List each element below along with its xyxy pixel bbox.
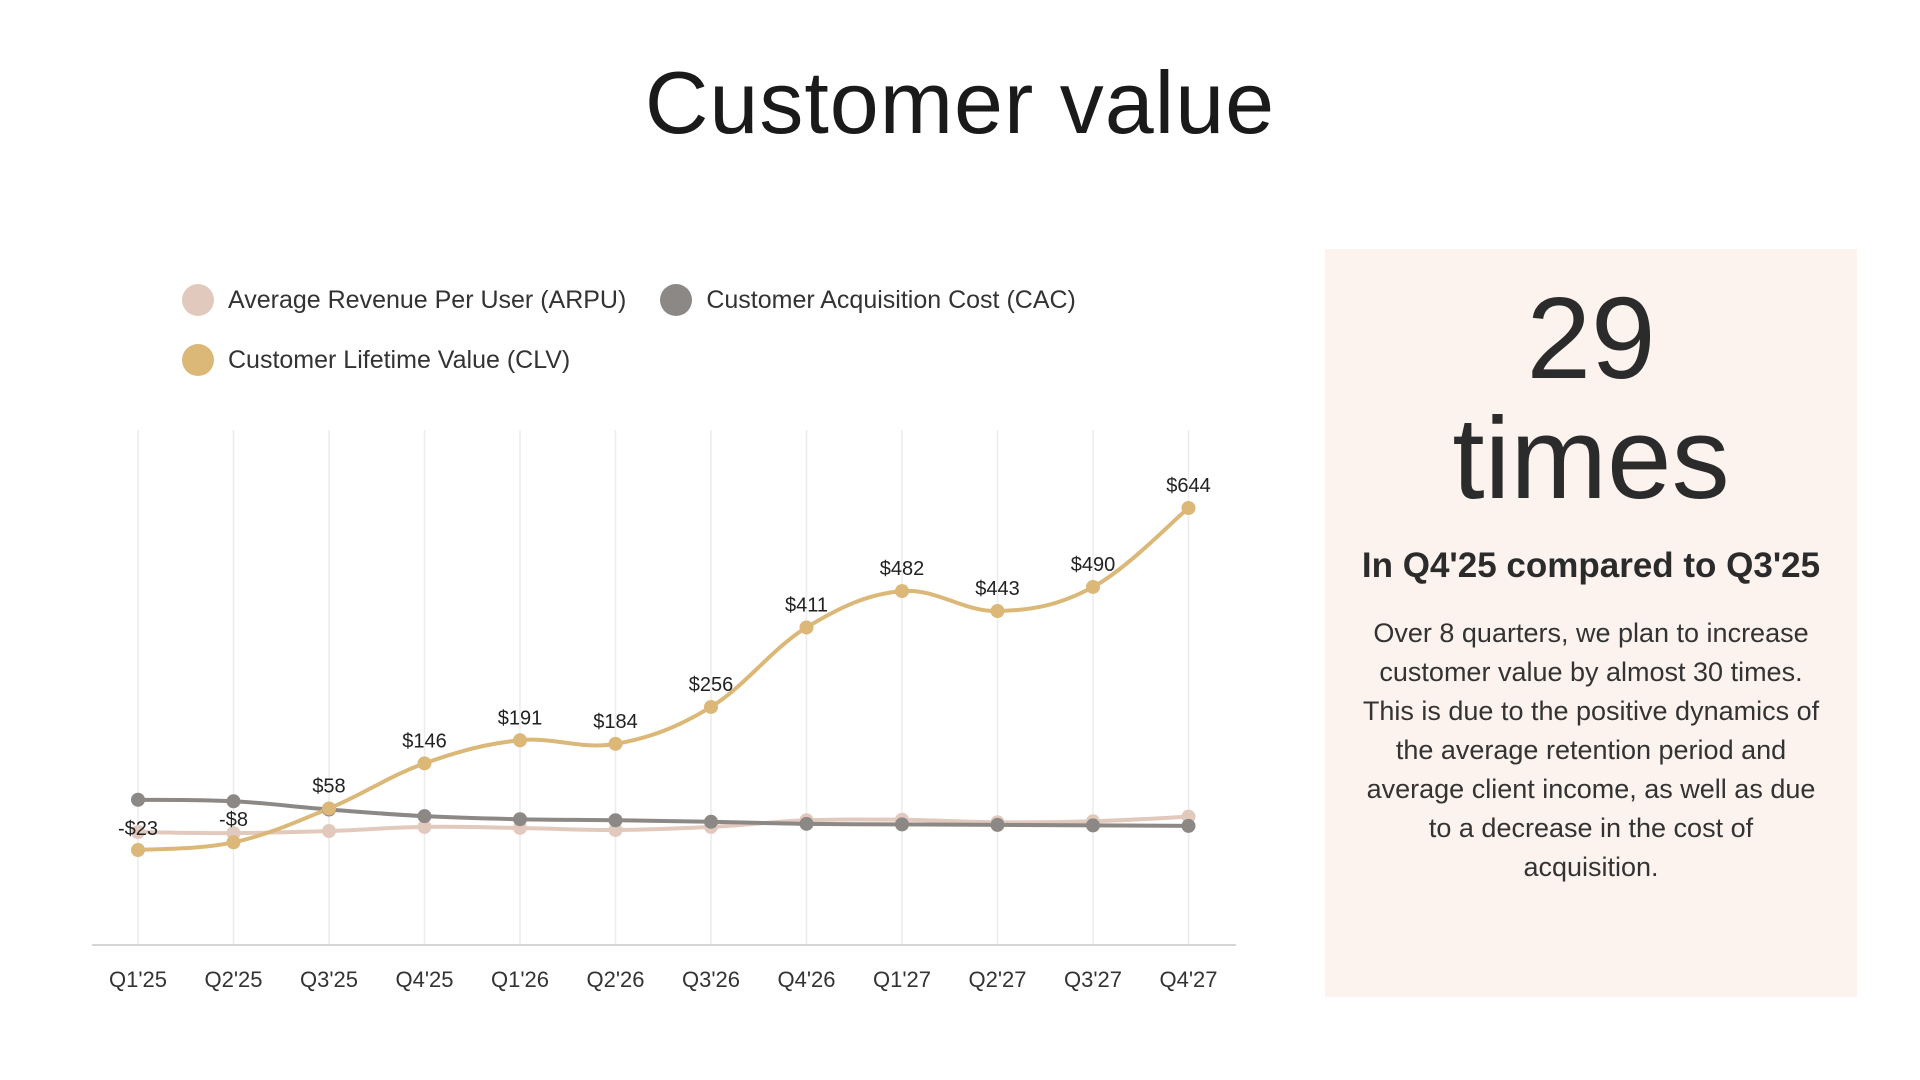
- legend-marker-cac: [660, 284, 693, 316]
- legend-label-clv: Customer Lifetime Value (CLV): [228, 345, 571, 374]
- data-point-cac: [608, 813, 623, 828]
- x-tick-label: Q2'25: [204, 967, 262, 992]
- grid-lines: [137, 430, 1190, 945]
- data-point-cac: [226, 794, 241, 809]
- x-tick-label: Q3'27: [1064, 967, 1122, 992]
- panel-subtitle: In Q4'25 compared to Q3'25: [1361, 546, 1821, 585]
- data-label-clv: -$8: [219, 809, 248, 831]
- data-point-clv: [131, 843, 145, 857]
- data-point-arpu: [131, 825, 145, 840]
- data-point-clv: [1181, 501, 1196, 515]
- data-point-arpu: [417, 819, 432, 834]
- data-points: [131, 501, 1196, 857]
- legend-item-arpu: Average Revenue Per User (ARPU): [182, 284, 626, 316]
- data-point-clv: [322, 801, 336, 816]
- data-label-clv: $146: [402, 730, 447, 752]
- data-point-arpu: [608, 823, 623, 838]
- data-point-clv: [895, 584, 909, 599]
- data-label-clv: $191: [498, 707, 543, 729]
- summary-panel: 29 times In Q4'25 compared to Q3'25 Over…: [1325, 249, 1857, 997]
- x-tick-label: Q3'25: [300, 967, 358, 992]
- data-label-clv: -$23: [118, 818, 158, 840]
- data-point-cac: [417, 809, 432, 824]
- data-point-cac: [1181, 818, 1196, 833]
- series-lines: [136, 506, 1191, 852]
- x-tick-label: Q1'27: [873, 967, 931, 992]
- data-point-arpu: [322, 824, 336, 839]
- legend-item-clv: Customer Lifetime Value (CLV): [182, 344, 570, 376]
- x-tick-label: Q3'26: [682, 967, 740, 992]
- data-point-clv: [608, 736, 623, 751]
- data-point-cac: [895, 817, 909, 832]
- x-tick-label: Q2'26: [586, 967, 644, 992]
- data-point-clv: [990, 604, 1005, 619]
- data-point-clv: [704, 699, 718, 714]
- legend-label-arpu: Average Revenue Per User (ARPU): [228, 285, 627, 314]
- legend-marker-clv: [182, 344, 214, 376]
- chart-legend: Average Revenue Per User (ARPU) Customer…: [182, 284, 1182, 376]
- page-title: Customer value: [644, 53, 1276, 152]
- x-tick-label: Q1'26: [491, 967, 549, 992]
- data-label-clv: $482: [880, 558, 925, 580]
- data-point-clv: [799, 620, 814, 635]
- data-point-cac: [704, 814, 718, 829]
- data-point-cac: [990, 817, 1005, 832]
- data-point-clv: [513, 733, 527, 748]
- data-point-cac: [799, 816, 814, 831]
- series-line-arpu: [136, 814, 1191, 836]
- data-point-clv: [417, 756, 432, 771]
- big-number: 29: [1526, 273, 1656, 403]
- data-point-clv: [226, 835, 241, 850]
- data-point-clv: [1086, 579, 1100, 594]
- data-point-cac: [1086, 818, 1100, 833]
- line-chart: -$23 -$8 $58 $146 $191 $184 $256 $411 $482 $443 $4…: [92, 430, 1236, 992]
- series-line-clv: [136, 506, 1191, 852]
- x-tick-label: Q4'27: [1159, 967, 1217, 992]
- legend-item-cac: Customer Acquisition Cost (CAC): [660, 284, 1076, 316]
- data-label-clv: $184: [593, 711, 638, 733]
- data-label-clv: $411: [785, 594, 828, 616]
- x-tick-label: Q2'27: [968, 967, 1026, 992]
- data-point-cac: [131, 792, 145, 807]
- series-line-cac: [136, 797, 1191, 828]
- data-label-clv: $490: [1071, 554, 1116, 576]
- x-tick-label: Q4'26: [777, 967, 835, 992]
- data-point-cac: [513, 812, 527, 827]
- legend-label-cac: Customer Acquisition Cost (CAC): [706, 285, 1076, 314]
- data-label-clv: $644: [1166, 475, 1211, 497]
- x-tick-label: Q4'25: [395, 967, 453, 992]
- x-axis-ticks: Q1'25 Q2'25 Q3'25 Q4'25 Q1'26 Q2'26 Q3'26 Q4'26…: [109, 967, 1218, 992]
- data-label-clv: $256: [689, 674, 734, 696]
- big-number-unit: times: [1452, 393, 1730, 523]
- legend-marker-arpu: [182, 284, 214, 316]
- data-label-clv: $58: [312, 775, 345, 797]
- data-label-clv: $443: [975, 578, 1020, 600]
- data-labels: -$23 -$8 $58 $146 $191 $184 $256 $411 $482 $443 $4…: [118, 475, 1211, 840]
- panel-description: Over 8 quarters, we plan to increase cus…: [1362, 618, 1820, 882]
- x-tick-label: Q1'25: [109, 967, 167, 992]
